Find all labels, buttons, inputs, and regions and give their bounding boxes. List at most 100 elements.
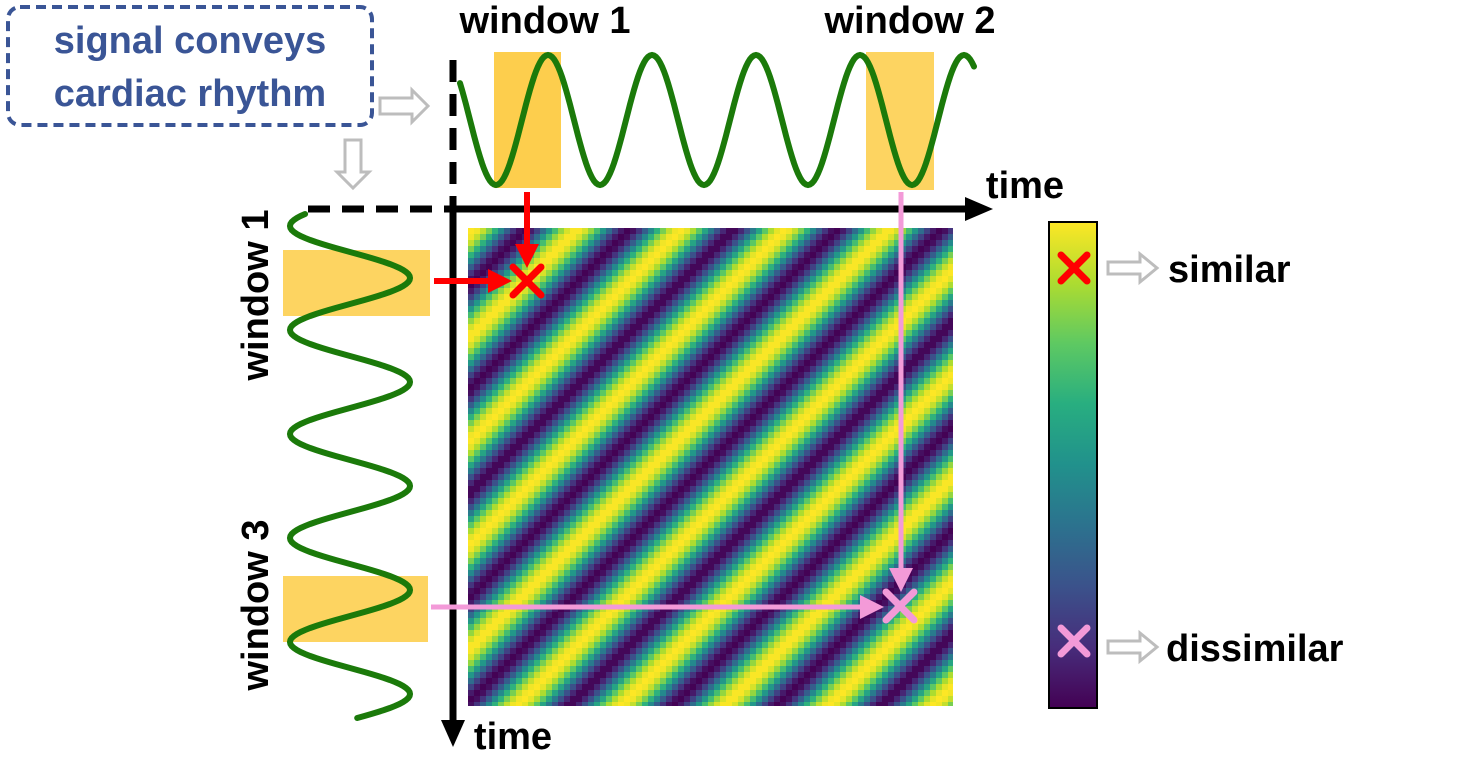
heatmap-cell: [816, 240, 823, 247]
heatmap-cell: [738, 354, 745, 361]
heatmap-cell: [534, 522, 541, 529]
heatmap-cell: [480, 576, 487, 583]
heatmap-cell: [534, 282, 541, 289]
heatmap-cell: [750, 396, 757, 403]
heatmap-cell: [912, 498, 919, 505]
heatmap-cell: [696, 414, 703, 421]
heatmap-cell: [546, 516, 553, 523]
heatmap-cell: [906, 516, 913, 523]
heatmap-cell: [882, 372, 889, 379]
heatmap-cell: [924, 354, 931, 361]
heatmap-cell: [840, 366, 847, 373]
heatmap-cell: [642, 528, 649, 535]
heatmap-cell: [600, 384, 607, 391]
heatmap-cell: [708, 378, 715, 385]
heatmap-cell: [486, 354, 493, 361]
heatmap-cell: [822, 528, 829, 535]
heatmap-cell: [726, 552, 733, 559]
heatmap-cell: [528, 420, 535, 427]
heatmap-cell: [474, 450, 481, 457]
heatmap-cell: [636, 564, 643, 571]
heatmap-cell: [468, 588, 475, 595]
heatmap-cell: [618, 504, 625, 511]
heatmap-cell: [840, 246, 847, 253]
heatmap-cell: [774, 450, 781, 457]
heatmap-cell: [948, 234, 953, 241]
heatmap-cell: [570, 246, 577, 253]
heatmap-cell: [678, 486, 685, 493]
heatmap-cell: [504, 594, 511, 601]
heatmap-cell: [828, 282, 835, 289]
heatmap-cell: [732, 258, 739, 265]
heatmap-cell: [702, 312, 709, 319]
heatmap-cell: [624, 378, 631, 385]
heatmap-cell: [828, 348, 835, 355]
heatmap-cell: [936, 510, 943, 517]
heatmap-cell: [516, 450, 523, 457]
heatmap-cell: [558, 336, 565, 343]
heatmap-cell: [810, 462, 817, 469]
heatmap-cell: [696, 234, 703, 241]
heatmap-cell: [840, 384, 847, 391]
heatmap-cell: [768, 366, 775, 373]
heatmap-cell: [804, 438, 811, 445]
heatmap-cell: [582, 252, 589, 259]
heatmap-cell: [870, 486, 877, 493]
heatmap-cell: [726, 324, 733, 331]
heatmap-cell: [630, 426, 637, 433]
heatmap-cell: [942, 348, 949, 355]
heatmap-cell: [552, 456, 559, 463]
heatmap-cell: [714, 486, 721, 493]
heatmap-cell: [690, 480, 697, 487]
heatmap-cell: [888, 282, 895, 289]
heatmap-cell: [546, 564, 553, 571]
heatmap-cell: [720, 336, 727, 343]
heatmap-cell: [828, 426, 835, 433]
heatmap-cell: [540, 588, 547, 595]
heatmap-cell: [798, 552, 805, 559]
heatmap-cell: [690, 360, 697, 367]
heatmap-cell: [534, 450, 541, 457]
heatmap-cell: [630, 480, 637, 487]
heatmap-cell: [480, 234, 487, 241]
heatmap-cell: [798, 318, 805, 325]
heatmap-cell: [786, 390, 793, 397]
heatmap-cell: [858, 510, 865, 517]
heatmap-cell: [942, 360, 949, 367]
heatmap-cell: [624, 360, 631, 367]
heatmap-cell: [690, 348, 697, 355]
heatmap-cell: [912, 528, 919, 535]
heatmap-cell: [852, 432, 859, 439]
heatmap-cell: [810, 528, 817, 535]
heatmap-cell: [750, 522, 757, 529]
heatmap-cell: [798, 294, 805, 301]
heatmap-cell: [588, 396, 595, 403]
heatmap-cell: [606, 258, 613, 265]
heatmap-cell: [756, 348, 763, 355]
heatmap-cell: [756, 324, 763, 331]
heatmap-cell: [702, 318, 709, 325]
heatmap-cell: [948, 408, 953, 415]
heatmap-cell: [636, 522, 643, 529]
heatmap-cell: [588, 522, 595, 529]
heatmap-cell: [864, 324, 871, 331]
heatmap-cell: [852, 564, 859, 571]
heatmap-cell: [636, 342, 643, 349]
heatmap-cell: [468, 570, 475, 577]
heatmap-cell: [768, 396, 775, 403]
heatmap-cell: [516, 510, 523, 517]
heatmap-cell: [924, 312, 931, 319]
heatmap-cell: [564, 420, 571, 427]
heatmap-cell: [744, 384, 751, 391]
heatmap-cell: [582, 228, 589, 235]
heatmap-cell: [618, 462, 625, 469]
heatmap-cell: [672, 414, 679, 421]
heatmap-cell: [780, 558, 787, 565]
heatmap-cell: [708, 456, 715, 463]
heatmap-cell: [534, 384, 541, 391]
heatmap-cell: [504, 342, 511, 349]
heatmap-cell: [672, 372, 679, 379]
heatmap-cell: [720, 234, 727, 241]
heatmap-cell: [876, 264, 883, 271]
heatmap-cell: [756, 426, 763, 433]
